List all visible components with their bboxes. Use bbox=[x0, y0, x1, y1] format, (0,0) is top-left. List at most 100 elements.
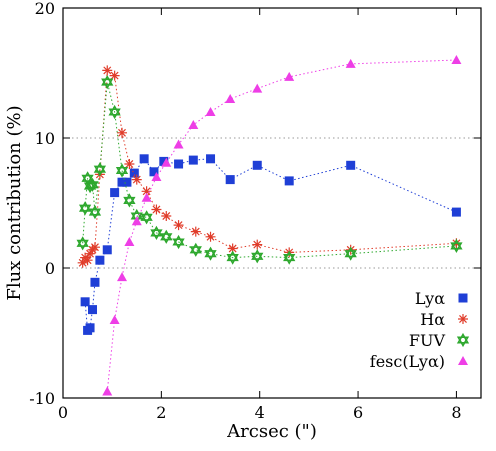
series-line bbox=[106, 59, 457, 392]
data-point bbox=[140, 210, 153, 225]
data-point bbox=[129, 168, 139, 178]
x-tick-label: 0 bbox=[58, 403, 68, 422]
data-point bbox=[131, 174, 142, 185]
data-point bbox=[131, 216, 142, 226]
data-point bbox=[346, 160, 356, 170]
data-point bbox=[82, 255, 93, 266]
data-point bbox=[227, 243, 238, 254]
hexagram-triangle-up bbox=[456, 332, 470, 344]
data-point bbox=[117, 127, 128, 138]
hexagram-triangle-up bbox=[76, 236, 89, 247]
hexagram-triangle-down bbox=[344, 250, 357, 261]
data-point bbox=[151, 204, 162, 215]
legend: Lyα Hα FUV fesc(Lyα) bbox=[370, 289, 470, 371]
hexagram-triangle-up bbox=[226, 250, 239, 262]
data-point bbox=[206, 154, 216, 164]
hexagram-triangle-down bbox=[76, 239, 89, 251]
legend-label: fesc(Lyα) bbox=[370, 352, 445, 371]
legend-label: Hα bbox=[420, 310, 445, 329]
x-axis-label: Arcsec (") bbox=[226, 421, 317, 442]
hexagram-triangle-down bbox=[450, 242, 463, 253]
data-point bbox=[161, 157, 172, 167]
hexagram-triangle-down bbox=[172, 238, 185, 250]
hexagram-triangle-up bbox=[283, 250, 296, 262]
x-tick-label: 6 bbox=[353, 403, 363, 422]
data-point bbox=[151, 172, 162, 181]
data-point bbox=[122, 177, 132, 187]
data-point bbox=[123, 193, 136, 208]
y-axis-label: Flux contribution (%) bbox=[4, 105, 25, 300]
data-point bbox=[80, 297, 90, 307]
hexagram-triangle-down bbox=[140, 213, 153, 225]
data-point bbox=[172, 234, 185, 250]
data-point bbox=[251, 249, 264, 264]
data-point bbox=[101, 74, 114, 90]
data-point bbox=[174, 159, 184, 169]
plot-frame bbox=[62, 7, 482, 399]
data-point bbox=[205, 231, 216, 242]
series-triangle bbox=[102, 55, 462, 396]
data-point bbox=[124, 159, 135, 169]
data-point bbox=[95, 255, 105, 265]
data-point bbox=[139, 154, 149, 164]
data-point bbox=[88, 305, 98, 315]
data-point bbox=[110, 188, 120, 198]
hexagram-triangle-down bbox=[160, 233, 173, 244]
y-tick-label: -10 bbox=[29, 389, 55, 408]
series-star bbox=[77, 65, 462, 268]
x-tick-label: 4 bbox=[255, 403, 265, 422]
data-point bbox=[225, 94, 236, 103]
hexagram-triangle-down bbox=[93, 165, 107, 177]
hexagram-triangle-up bbox=[160, 229, 173, 241]
hexagram-triangle-down bbox=[150, 229, 163, 240]
hexagram-triangle-up bbox=[108, 104, 121, 116]
data-point bbox=[141, 192, 152, 202]
hexagram-triangle-down bbox=[101, 78, 114, 90]
series-layer bbox=[76, 55, 463, 396]
data-point bbox=[78, 201, 92, 216]
y-tick-label: 20 bbox=[35, 0, 55, 18]
data-point bbox=[150, 225, 163, 240]
data-point bbox=[159, 156, 169, 166]
legend-label: FUV bbox=[409, 331, 446, 350]
data-point bbox=[109, 315, 120, 324]
hexagram-triangle-up bbox=[140, 210, 153, 221]
hexagram-triangle-down bbox=[115, 166, 129, 178]
data-point bbox=[102, 386, 113, 396]
data-point bbox=[451, 207, 461, 217]
data-point bbox=[115, 163, 129, 178]
hexagram-triangle-down bbox=[189, 246, 202, 257]
data-point bbox=[345, 58, 356, 68]
data-point bbox=[284, 71, 295, 81]
hexagram-triangle-up bbox=[204, 246, 217, 258]
x-tick-label: 2 bbox=[156, 403, 166, 422]
data-point bbox=[117, 272, 128, 282]
data-point bbox=[204, 246, 217, 261]
hexagram-triangle-down bbox=[78, 204, 92, 216]
data-point bbox=[102, 65, 113, 76]
data-point bbox=[88, 205, 102, 220]
hexagram-triangle-down bbox=[86, 181, 99, 192]
data-point bbox=[173, 220, 184, 231]
hexagram-triangle-down bbox=[130, 212, 143, 224]
hexagram-triangle-up bbox=[450, 238, 463, 250]
data-point bbox=[77, 257, 88, 268]
data-point bbox=[173, 139, 184, 149]
hexagram-triangle-up bbox=[78, 201, 92, 212]
data-point bbox=[86, 177, 99, 192]
hexagram-triangle-down bbox=[108, 108, 121, 120]
legend-marker bbox=[458, 314, 468, 324]
data-point bbox=[93, 162, 107, 177]
data-point bbox=[284, 176, 294, 186]
hexagram-triangle-down bbox=[123, 196, 136, 208]
legend-marker bbox=[458, 356, 468, 365]
series-line bbox=[82, 69, 457, 264]
data-point bbox=[226, 250, 239, 265]
data-point bbox=[252, 239, 263, 250]
data-point bbox=[102, 245, 112, 255]
hexagram-triangle-down bbox=[204, 250, 217, 261]
hexagram-triangle-up bbox=[115, 163, 129, 175]
data-point bbox=[451, 55, 462, 64]
